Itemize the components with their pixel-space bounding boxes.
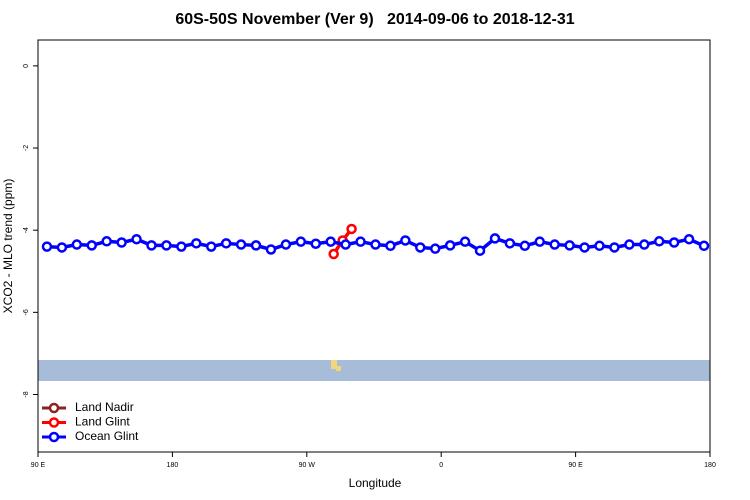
point [639,239,650,250]
point [235,239,247,250]
point [400,235,411,246]
point [310,238,322,249]
y-tick-label: 0 [23,64,30,68]
point [698,240,710,252]
point [534,236,546,247]
plot-frame [37,39,711,453]
point [594,240,605,252]
point [146,240,157,251]
point [116,237,127,248]
x-tick-label: 90 E [31,462,46,469]
point [101,236,112,247]
point [429,243,441,254]
point [415,242,426,253]
point [131,233,142,245]
point [205,241,217,252]
point [564,240,575,251]
x-tick-label: 0 [439,462,443,469]
point [385,240,396,252]
point [71,239,83,250]
map-strip [38,360,710,381]
legend-marker [48,402,60,414]
point [56,242,68,253]
x-tick-label: 90 E [568,462,583,469]
point [295,236,307,247]
point [489,233,501,244]
point [220,238,232,249]
point [653,236,665,247]
point [519,240,531,252]
legend-label: Ocean Glint [75,429,139,443]
point [504,238,516,249]
point [474,245,486,256]
point [41,241,53,252]
point [668,237,680,248]
point [340,239,351,250]
point [579,242,590,253]
point [161,240,172,251]
point [459,236,471,247]
legend-label: Land Glint [75,415,130,429]
land-patch [336,366,341,371]
x-axis-label: Longitude [349,476,402,490]
point [370,239,381,250]
point [549,239,560,250]
point [265,244,277,255]
y-tick-label: -8 [23,391,30,397]
chart-title: 60S-50S November (Ver 9) 2014-09-06 to 2… [175,11,574,28]
x-tick-label: 180 [704,462,716,469]
land-patch [331,360,337,369]
point [176,241,187,252]
point [280,239,292,250]
y-tick-label: -6 [23,309,30,315]
point [624,239,635,250]
x-tick-label: 180 [167,462,179,469]
legend-marker [48,431,60,443]
point [325,236,336,247]
point [191,238,202,249]
legend-marker [48,417,60,428]
y-axis-label: XCO2 - MLO trend (ppm) [1,179,15,314]
point [355,236,366,247]
point [609,242,620,253]
point [328,248,339,260]
legend-label: Land Nadir [75,400,134,414]
x-tick-label: 90 W [299,462,316,469]
point [346,223,357,235]
point [86,240,98,251]
point [250,240,262,251]
y-tick-label: -2 [23,145,30,151]
y-tick-label: -4 [23,227,30,233]
point [683,233,695,245]
point [444,240,456,251]
